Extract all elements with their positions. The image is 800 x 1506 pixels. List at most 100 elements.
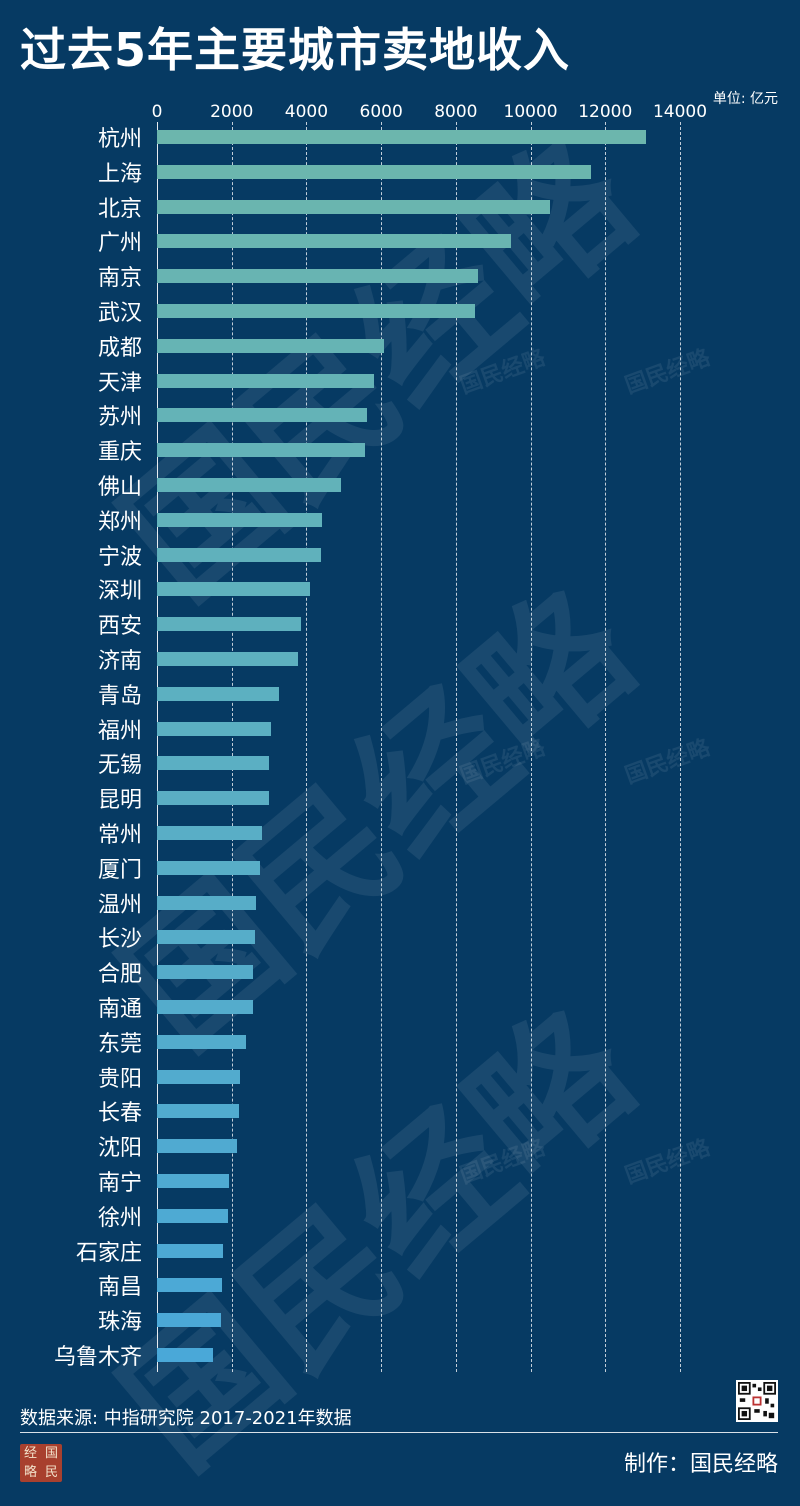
chart-title: 过去5年主要城市卖地收入 [20, 23, 571, 77]
bar [157, 408, 368, 423]
category-label: 北京 [97, 196, 142, 222]
category-label: 常州 [97, 823, 142, 848]
category-label: 石家庄 [75, 1240, 142, 1266]
bar [157, 1313, 221, 1328]
bar [157, 164, 592, 179]
qr-code-icon [738, 1382, 776, 1420]
bar [157, 582, 310, 597]
bar [157, 1348, 214, 1362]
category-label: 南京 [97, 266, 142, 292]
x-tick-label: 10000 [503, 102, 558, 122]
logo-char: 国 [44, 1446, 58, 1461]
bar [157, 130, 646, 144]
category-label: 长春 [97, 1101, 142, 1127]
data-source: 数据来源: 中指研究院 2017-2021年数据 [20, 1408, 352, 1429]
bar [157, 304, 476, 318]
bar [157, 547, 321, 562]
watermark: 国民经略 [457, 735, 549, 790]
x-gridline [455, 122, 457, 1372]
x-gridline [231, 122, 233, 1372]
watermark: 国民经略 [457, 1135, 549, 1190]
category-label: 温州 [97, 892, 142, 918]
category-label: 贵阳 [97, 1066, 142, 1092]
qr-code[interactable] [736, 1380, 778, 1422]
x-gridline [680, 122, 681, 1372]
category-label: 济南 [97, 649, 142, 674]
bar [157, 791, 269, 806]
x-gridline [530, 122, 532, 1372]
x-tick-label: 14000 [652, 102, 708, 122]
watermark: 国民经略 [622, 345, 714, 400]
category-label: 沈阳 [97, 1136, 142, 1162]
category-label: 上海 [97, 161, 142, 187]
category-label: 苏州 [97, 405, 142, 431]
bar [157, 617, 302, 632]
x-gridline [306, 122, 308, 1372]
brand-logo: 经 国 略 民 [20, 1444, 62, 1482]
bar [157, 895, 257, 910]
category-label: 乌鲁木齐 [53, 1345, 142, 1370]
logo-char: 民 [44, 1465, 58, 1480]
logo-char: 略 [23, 1465, 37, 1480]
x-tick-label: 6000 [359, 102, 403, 122]
x-tick-label: 8000 [434, 102, 478, 122]
bar [157, 1243, 223, 1258]
unit-label: 单位: 亿元 [712, 91, 778, 107]
bar [157, 512, 323, 527]
bar [157, 721, 271, 736]
bar [157, 860, 260, 875]
bar [157, 1069, 240, 1084]
category-label: 珠海 [97, 1310, 142, 1336]
category-label: 天津 [97, 370, 142, 396]
category-label: 合肥 [97, 962, 142, 988]
watermark: 国民经略 [622, 735, 714, 790]
category-label: 武汉 [97, 301, 142, 326]
category-label: 广州 [97, 231, 142, 257]
category-label: 杭州 [97, 127, 142, 152]
category-label: 东莞 [97, 1031, 142, 1057]
category-label: 南昌 [97, 1275, 142, 1301]
x-gridline [381, 122, 383, 1372]
bar [157, 1139, 237, 1154]
x-tick-label: 2000 [210, 102, 254, 122]
category-label: 厦门 [97, 857, 142, 883]
bar [157, 338, 385, 353]
footer-divider [20, 1432, 778, 1433]
bar [157, 478, 341, 492]
category-label: 郑州 [97, 509, 142, 535]
bar [157, 930, 256, 945]
bar [157, 965, 254, 980]
bar [157, 373, 374, 388]
bar [157, 1104, 240, 1119]
bar [157, 1174, 229, 1188]
credit-text: 制作：国民经略 [623, 1452, 778, 1477]
category-label: 昆明 [97, 788, 142, 814]
category-label: 青岛 [97, 683, 142, 709]
bar [157, 443, 366, 458]
category-label: 西安 [97, 614, 142, 640]
bar [157, 686, 280, 701]
category-label: 成都 [97, 335, 142, 361]
category-label: 南宁 [97, 1171, 142, 1196]
category-label: 重庆 [97, 440, 142, 466]
x-tick-label: 12000 [578, 102, 633, 122]
category-label: 佛山 [97, 475, 142, 500]
bar [157, 1034, 246, 1049]
bar [157, 234, 512, 249]
category-label: 南通 [97, 997, 142, 1022]
bar [157, 1208, 228, 1223]
bar [157, 756, 270, 771]
logo-char: 经 [23, 1446, 37, 1461]
category-label: 深圳 [97, 579, 142, 605]
x-tick-label: 0 [151, 102, 163, 122]
category-label: 徐州 [97, 1205, 142, 1231]
bar [157, 199, 550, 214]
bar [157, 1278, 222, 1293]
watermark: 国民经略 [457, 345, 549, 400]
x-tick-label: 4000 [284, 102, 329, 122]
y-axis-line [157, 122, 158, 1372]
bar [157, 269, 478, 284]
bar [157, 826, 263, 840]
category-label: 长沙 [97, 927, 142, 953]
category-label: 福州 [97, 718, 142, 744]
